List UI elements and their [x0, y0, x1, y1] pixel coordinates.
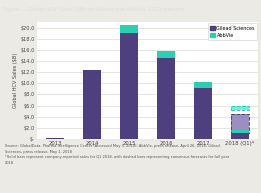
Bar — [231, 106, 249, 110]
Y-axis label: Global HCV Sales ($B): Global HCV Sales ($B) — [13, 53, 18, 108]
Bar — [194, 88, 212, 139]
Text: Source: GlobalData, Pharma Intelligence Center (Accessed May 3, 2018); AbbVie, p: Source: GlobalData, Pharma Intelligence … — [5, 144, 229, 165]
Bar — [231, 133, 249, 139]
Legend: Gilead Sciences, AbbVie: Gilead Sciences, AbbVie — [208, 23, 257, 41]
Bar — [231, 114, 249, 133]
Bar — [194, 82, 212, 88]
Bar — [157, 58, 175, 139]
Bar — [157, 51, 175, 58]
Bar — [46, 138, 64, 139]
Bar — [83, 70, 101, 139]
Bar — [231, 114, 249, 133]
Bar — [231, 130, 249, 133]
Text: Figure 1: Global HCV Sales ($B) for Gilead and AbbVie, 2013–present: Figure 1: Global HCV Sales ($B) for Gile… — [3, 7, 185, 12]
Bar — [231, 106, 249, 110]
Bar — [120, 33, 138, 139]
Bar — [120, 25, 138, 33]
